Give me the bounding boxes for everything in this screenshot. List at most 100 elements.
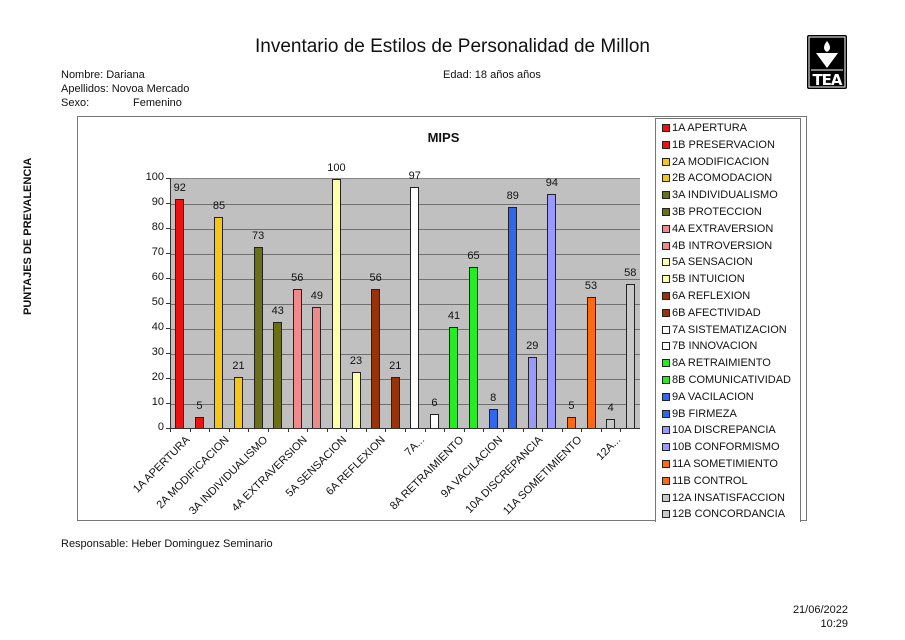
x-tick-mark xyxy=(424,428,426,432)
legend-item: 4B INTROVERSION xyxy=(662,240,772,252)
legend-label: 7B INNOVACION xyxy=(672,340,758,353)
legend-item: 11A SOMETIMIENTO xyxy=(662,458,778,470)
gridline xyxy=(170,329,640,330)
legend-label: 8A RETRAIMIENTO xyxy=(672,357,771,370)
x-tick-mark xyxy=(287,428,289,432)
legend-item: 7B INNOVACION xyxy=(662,340,757,352)
bar-value-label: 92 xyxy=(173,182,186,194)
legend-swatch-icon xyxy=(662,342,670,351)
legend-item: 7A SISTEMATIZACION xyxy=(662,324,787,336)
bar-4b-introversion xyxy=(312,306,322,429)
bar-value-label: 94 xyxy=(545,177,558,189)
bar-12b-concordancia xyxy=(625,284,635,429)
legend-item: 12B CONCORDANCIA xyxy=(662,508,785,520)
legend-swatch-icon xyxy=(662,510,670,519)
x-tick-mark xyxy=(561,428,563,432)
x-tick-mark xyxy=(405,428,406,432)
legend-item: 10A DISCREPANCIA xyxy=(662,424,776,436)
bar-value-label: 23 xyxy=(349,354,363,367)
gridline xyxy=(170,404,640,405)
legend-swatch-icon xyxy=(662,493,670,502)
legend-label: 11B CONTROL xyxy=(672,474,748,487)
legend-swatch-icon xyxy=(662,140,670,149)
gridline xyxy=(170,279,640,280)
legend-swatch-icon xyxy=(662,191,670,200)
legend-item: 5B INTUICION xyxy=(662,273,745,285)
legend-item: 8A RETRAIMIENTO xyxy=(662,357,771,369)
x-tick-mark xyxy=(170,428,171,432)
x-tick-mark xyxy=(444,428,446,432)
legend-label: 10A DISCREPANCIA xyxy=(672,424,776,437)
responsible-text: Responsable: Heber Dominguez Seminario xyxy=(61,538,273,550)
bar-2b-acomodacion xyxy=(234,376,244,429)
y-tick-label: 70 xyxy=(151,246,164,258)
bar-value-label: 73 xyxy=(252,229,265,242)
y-tick-label: 20 xyxy=(151,371,164,383)
bar-7b-innovacion xyxy=(429,414,439,429)
legend-label: 2A MODIFICACION xyxy=(672,155,770,168)
legend-swatch-icon xyxy=(662,258,670,267)
bar-6a-reflexion xyxy=(371,289,381,429)
y-tick-label: 90 xyxy=(151,196,164,208)
bar-8b-comunicatividad xyxy=(469,266,479,429)
patient-name: Nombre: Dariana xyxy=(61,69,145,81)
legend-label: 9B FIRMEZA xyxy=(672,407,737,420)
bar-value-label: 29 xyxy=(526,339,539,352)
y-tick-mark xyxy=(166,203,170,204)
bar-value-label: 85 xyxy=(212,199,226,212)
bar-value-label: 56 xyxy=(369,272,382,284)
chart-title: MIPS xyxy=(427,130,460,145)
legend-item: 2B ACOMODACION xyxy=(662,172,772,184)
x-tick-mark xyxy=(600,428,602,432)
y-tick-mark xyxy=(166,278,170,279)
legend-item: 9A VACILACION xyxy=(662,391,754,403)
report-time: 10:29 xyxy=(820,618,848,630)
x-tick-mark xyxy=(581,428,583,432)
logo-flame-icon xyxy=(808,36,846,88)
legend-item: 3A INDIVIDUALISMO xyxy=(662,189,778,201)
legend-item: 10B CONFORMISMO xyxy=(662,441,780,453)
y-tick-mark xyxy=(166,178,170,179)
gridline xyxy=(170,254,640,255)
bar-value-label: 53 xyxy=(584,279,598,292)
report-date: 21/06/2022 xyxy=(792,604,848,616)
y-tick-mark xyxy=(166,303,170,304)
legend-label: 3B PROTECCION xyxy=(672,206,762,218)
gridline xyxy=(170,204,640,205)
legend-label: 1A APERTURA xyxy=(672,122,747,134)
y-tick-label: 100 xyxy=(145,171,164,183)
bar-value-label: 6 xyxy=(431,397,438,409)
x-tick-mark xyxy=(463,428,465,432)
legend-swatch-icon xyxy=(662,275,670,284)
legend-label: 2B ACOMODACION xyxy=(672,172,773,185)
y-axis-line xyxy=(170,178,171,428)
y-tick-mark xyxy=(166,253,170,254)
bar-value-label: 5 xyxy=(568,399,575,412)
legend-label: 5A SENSACION xyxy=(672,256,753,269)
bar-value-label: 21 xyxy=(232,359,245,372)
legend-item: 1A APERTURA xyxy=(662,122,747,134)
x-tick-mark xyxy=(502,428,504,432)
bar-value-label: 65 xyxy=(467,249,480,262)
legend-item: 11B CONTROL xyxy=(662,475,748,487)
legend-swatch-icon xyxy=(662,392,670,401)
legend-label: 3A INDIVIDUALISMO xyxy=(672,189,778,202)
bar-5b-intuicion xyxy=(351,371,361,429)
y-tick-label: 30 xyxy=(151,346,164,358)
legend-label: 8B COMUNICATIVIDAD xyxy=(672,374,791,386)
x-tick-mark xyxy=(542,428,544,432)
legend-item: 8B COMUNICATIVIDAD xyxy=(662,374,791,386)
legend-swatch-icon xyxy=(662,208,670,216)
legend-swatch-icon xyxy=(662,443,670,452)
gridline xyxy=(170,304,640,305)
bar-value-label: 8 xyxy=(490,392,497,404)
x-tick-mark xyxy=(326,428,328,432)
x-tick-mark xyxy=(385,428,387,432)
logo-text: TEA xyxy=(812,71,842,89)
legend-label: 4B INTROVERSION xyxy=(672,239,773,252)
legend-swatch-icon xyxy=(662,124,670,132)
legend-label: 5B INTUICION xyxy=(672,273,745,286)
legend-item: 1B PRESERVACION xyxy=(662,139,775,151)
y-tick-mark xyxy=(166,353,170,354)
x-tick-mark xyxy=(248,428,250,432)
